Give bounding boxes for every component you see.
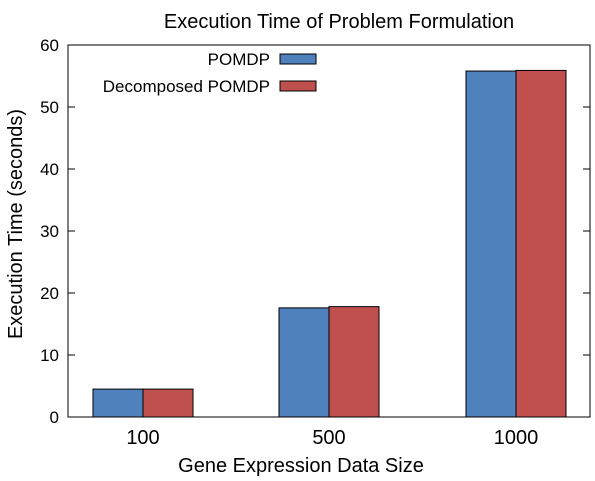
y-tick-label: 50 bbox=[40, 98, 59, 117]
y-tick-label: 10 bbox=[40, 346, 59, 365]
bar-decomposed-pomdp-100 bbox=[142, 388, 194, 418]
bar-decomposed-pomdp-500 bbox=[328, 306, 380, 418]
bar-pomdp-500 bbox=[278, 307, 330, 418]
legend: POMDP Decomposed POMDP bbox=[103, 50, 317, 96]
y-axis-label: Execution Time (seconds) bbox=[5, 109, 27, 339]
x-tick-label: 500 bbox=[312, 427, 345, 449]
x-tick-label: 1000 bbox=[494, 427, 539, 449]
bars bbox=[92, 69, 567, 418]
y-axis: 0 10 20 30 40 50 60 bbox=[40, 36, 590, 427]
bar-decomposed-pomdp-1000 bbox=[515, 69, 567, 418]
y-tick-label: 0 bbox=[50, 408, 59, 427]
legend-swatch bbox=[279, 80, 317, 92]
y-tick-label: 30 bbox=[40, 222, 59, 241]
bar-pomdp-1000 bbox=[465, 70, 517, 418]
x-axis-label: Gene Expression Data Size bbox=[178, 455, 424, 477]
y-tick-label: 20 bbox=[40, 284, 59, 303]
chart-title: Execution Time of Problem Formulation bbox=[164, 11, 514, 33]
x-tick-label: 100 bbox=[126, 427, 159, 449]
x-axis: 100 500 1000 bbox=[126, 427, 538, 449]
legend-label: POMDP bbox=[208, 50, 270, 69]
bar-pomdp-100 bbox=[92, 388, 144, 418]
y-tick-label: 60 bbox=[40, 36, 59, 55]
legend-label: Decomposed POMDP bbox=[103, 77, 270, 96]
legend-swatch bbox=[279, 53, 317, 65]
y-tick-label: 40 bbox=[40, 160, 59, 179]
